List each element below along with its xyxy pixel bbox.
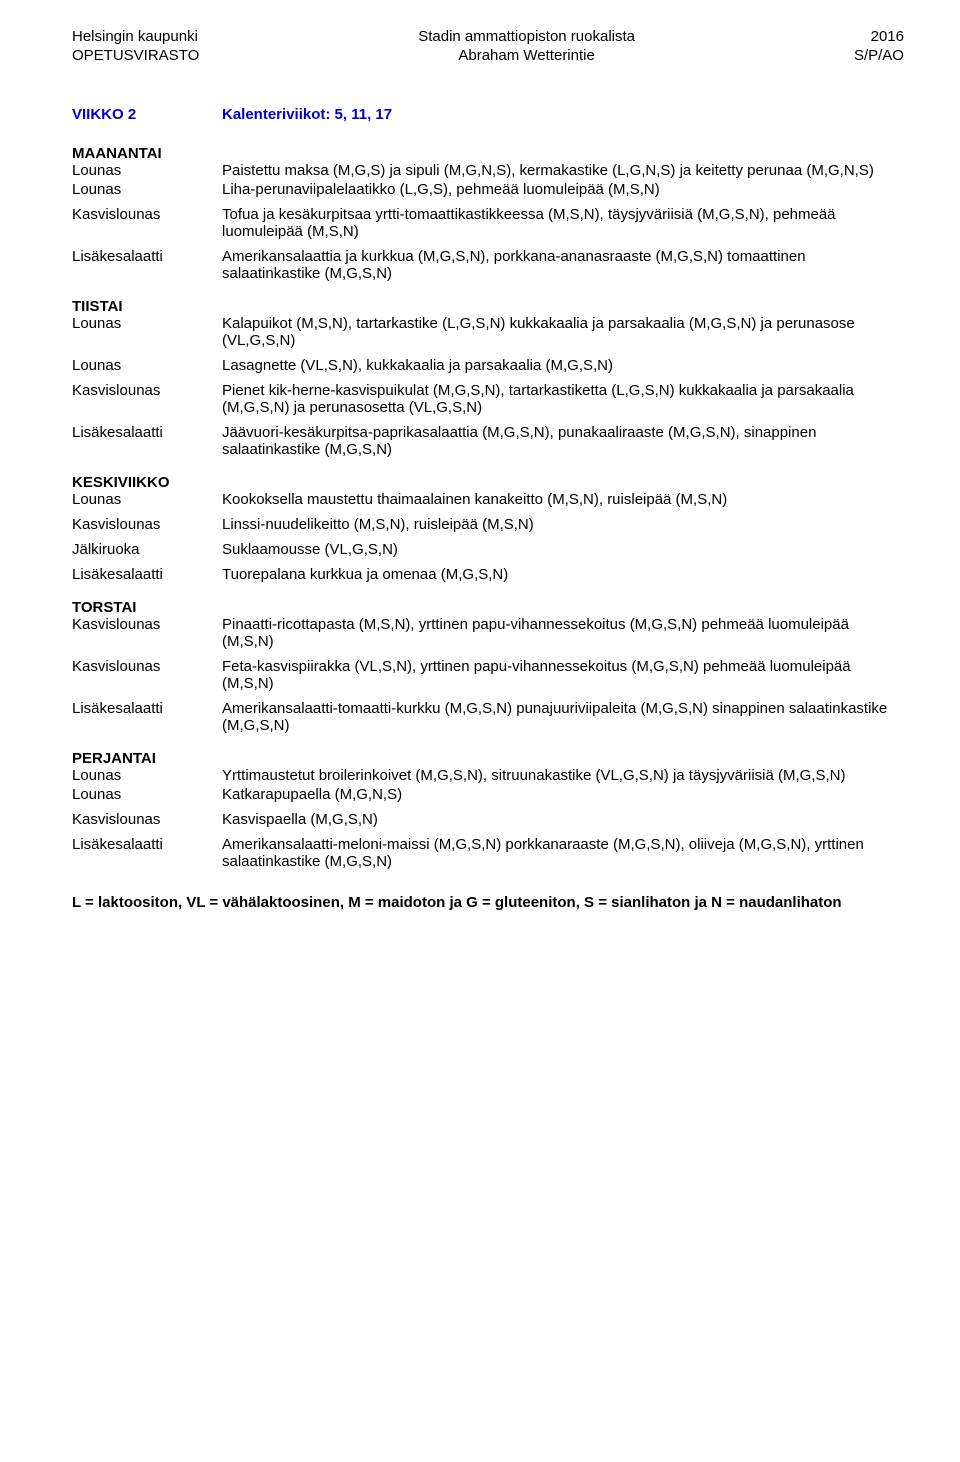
menu-row: LisäkesalaattiAmerikansalaattia ja kurkk… (72, 248, 904, 282)
menu-row: LounasPaistettu maksa (M,G,S) ja sipuli … (72, 162, 904, 179)
day-block-keskiviikko: LounasKookoksella maustettu thaimaalaine… (72, 491, 904, 583)
menu-row-text: Amerikansalaattia ja kurkkua (M,G,S,N), … (222, 248, 904, 282)
legend: L = laktoositon, VL = vähälaktoosinen, M… (72, 894, 904, 911)
header-year: 2016 (854, 28, 904, 47)
menu-row-label: Lisäkesalaatti (72, 700, 222, 734)
menu-row-label: Kasvislounas (72, 658, 222, 692)
menu-row: LounasLiha-perunaviipalelaatikko (L,G,S)… (72, 181, 904, 198)
header-org: Helsingin kaupunki (72, 28, 199, 47)
menu-row-label: Kasvislounas (72, 811, 222, 828)
menu-row: KasvislounasKasvispaella (M,G,S,N) (72, 811, 904, 828)
menu-row-text: Kasvispaella (M,G,S,N) (222, 811, 904, 828)
menu-row: LounasKatkarapupaella (M,G,N,S) (72, 786, 904, 803)
menu-row-label: Jälkiruoka (72, 541, 222, 558)
menu-row-label: Lounas (72, 315, 222, 349)
header-right: 2016 S/P/AO (854, 28, 904, 66)
menu-row-text: Katkarapupaella (M,G,N,S) (222, 786, 904, 803)
menu-row-text: Amerikansalaatti-meloni-maissi (M,G,S,N)… (222, 836, 904, 870)
menu-row-text: Kalapuikot (M,S,N), tartarkastike (L,G,S… (222, 315, 904, 349)
menu-row: KasvislounasPienet kik-herne-kasvispuiku… (72, 382, 904, 416)
day-title-maanantai: MAANANTAI (72, 145, 904, 162)
menu-row-label: Kasvislounas (72, 382, 222, 416)
menu-row-label: Kasvislounas (72, 616, 222, 650)
menu-row-label: Kasvislounas (72, 516, 222, 533)
day-block-tiistai: LounasKalapuikot (M,S,N), tartarkastike … (72, 315, 904, 458)
header: Helsingin kaupunki OPETUSVIRASTO Stadin … (72, 28, 904, 66)
menu-row: LisäkesalaattiJäävuori-kesäkurpitsa-papr… (72, 424, 904, 458)
menu-row-label: Lisäkesalaatti (72, 424, 222, 458)
menu-row-text: Jäävuori-kesäkurpitsa-paprikasalaattia (… (222, 424, 904, 458)
menu-row-text: Tuorepalana kurkkua ja omenaa (M,G,S,N) (222, 566, 904, 583)
week-row: VIIKKO 2 Kalenteriviikot: 5, 11, 17 (72, 106, 904, 123)
menu-row-label: Lounas (72, 181, 222, 198)
menu-row: LounasLasagnette (VL,S,N), kukkakaalia j… (72, 357, 904, 374)
menu-row-label: Lounas (72, 162, 222, 179)
menu-row-label: Lounas (72, 767, 222, 784)
menu-row-label: Lounas (72, 491, 222, 508)
menu-row-label: Lisäkesalaatti (72, 248, 222, 282)
menu-row: LounasKalapuikot (M,S,N), tartarkastike … (72, 315, 904, 349)
page: Helsingin kaupunki OPETUSVIRASTO Stadin … (0, 0, 960, 951)
menu-row-text: Liha-perunaviipalelaatikko (L,G,S), pehm… (222, 181, 904, 198)
day-title-tiistai: TIISTAI (72, 298, 904, 315)
menu-row-text: Paistettu maksa (M,G,S) ja sipuli (M,G,N… (222, 162, 904, 179)
menu-row-label: Lounas (72, 357, 222, 374)
day-title-keskiviikko: KESKIVIIKKO (72, 474, 904, 491)
header-left: Helsingin kaupunki OPETUSVIRASTO (72, 28, 199, 66)
menu-row: KasvislounasTofua ja kesäkurpitsaa yrtti… (72, 206, 904, 240)
menu-row-text: Tofua ja kesäkurpitsaa yrtti-tomaattikas… (222, 206, 904, 240)
menu-row: LisäkesalaattiAmerikansalaatti-meloni-ma… (72, 836, 904, 870)
day-block-maanantai: LounasPaistettu maksa (M,G,S) ja sipuli … (72, 162, 904, 282)
menu-row: LounasKookoksella maustettu thaimaalaine… (72, 491, 904, 508)
menu-row: KasvislounasLinssi-nuudelikeitto (M,S,N)… (72, 516, 904, 533)
menu-row-text: Feta-kasvispiirakka (VL,S,N), yrttinen p… (222, 658, 904, 692)
day-block-perjantai: LounasYrttimaustetut broilerinkoivet (M,… (72, 767, 904, 870)
menu-row-text: Pinaatti-ricottapasta (M,S,N), yrttinen … (222, 616, 904, 650)
menu-row-label: Lisäkesalaatti (72, 566, 222, 583)
week-label: VIIKKO 2 (72, 106, 222, 123)
menu-row: KasvislounasPinaatti-ricottapasta (M,S,N… (72, 616, 904, 650)
day-block-torstai: KasvislounasPinaatti-ricottapasta (M,S,N… (72, 616, 904, 734)
menu-row-label: Kasvislounas (72, 206, 222, 240)
header-title: Stadin ammattiopiston ruokalista (418, 28, 635, 47)
menu-row: KasvislounasFeta-kasvispiirakka (VL,S,N)… (72, 658, 904, 692)
week-value: Kalenteriviikot: 5, 11, 17 (222, 106, 904, 123)
header-dept: OPETUSVIRASTO (72, 47, 199, 66)
menu-row-text: Amerikansalaatti-tomaatti-kurkku (M,G,S,… (222, 700, 904, 734)
header-code: S/P/AO (854, 47, 904, 66)
menu-row: LisäkesalaattiAmerikansalaatti-tomaatti-… (72, 700, 904, 734)
menu-row-text: Pienet kik-herne-kasvispuikulat (M,G,S,N… (222, 382, 904, 416)
menu-row: LisäkesalaattiTuorepalana kurkkua ja ome… (72, 566, 904, 583)
menu-row-text: Kookoksella maustettu thaimaalainen kana… (222, 491, 904, 508)
menu-row-label: Lounas (72, 786, 222, 803)
menu-row-label: Lisäkesalaatti (72, 836, 222, 870)
menu-row-text: Linssi-nuudelikeitto (M,S,N), ruisleipää… (222, 516, 904, 533)
day-title-perjantai: PERJANTAI (72, 750, 904, 767)
menu-row: JälkiruokaSuklaamousse (VL,G,S,N) (72, 541, 904, 558)
header-subtitle: Abraham Wetterintie (418, 47, 635, 66)
menu-row-text: Lasagnette (VL,S,N), kukkakaalia ja pars… (222, 357, 904, 374)
header-center: Stadin ammattiopiston ruokalista Abraham… (418, 28, 635, 66)
menu-row-text: Suklaamousse (VL,G,S,N) (222, 541, 904, 558)
menu-row: LounasYrttimaustetut broilerinkoivet (M,… (72, 767, 904, 784)
day-title-torstai: TORSTAI (72, 599, 904, 616)
menu-row-text: Yrttimaustetut broilerinkoivet (M,G,S,N)… (222, 767, 904, 784)
